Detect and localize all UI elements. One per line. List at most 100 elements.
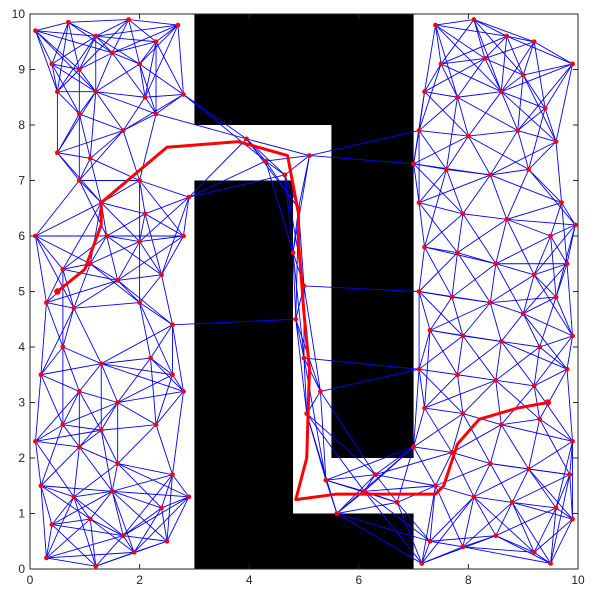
roadmap-edge: [473, 496, 497, 536]
roadmap-node: [572, 222, 578, 228]
roadmap-node: [460, 411, 466, 416]
roadmap-edge: [500, 424, 530, 470]
roadmap-node: [419, 561, 425, 566]
roadmap-node: [115, 278, 121, 283]
roadmap-edge: [35, 30, 53, 65]
roadmap-edge: [533, 335, 573, 387]
roadmap-node: [38, 372, 44, 378]
roadmap-node: [520, 311, 526, 317]
roadmap-edge: [112, 24, 179, 54]
roadmap-edge: [555, 296, 573, 337]
roadmap-edge: [566, 369, 573, 442]
roadmap-edge: [533, 41, 546, 109]
roadmap-edge: [419, 130, 469, 137]
roadmap-edge: [62, 424, 102, 431]
roadmap-edge: [533, 235, 552, 276]
roadmap-edge: [117, 463, 173, 476]
roadmap-edge: [150, 324, 173, 359]
roadmap-edge: [484, 58, 502, 92]
roadmap-node: [553, 505, 559, 511]
roadmap-edge: [533, 551, 551, 564]
roadmap-edge: [111, 490, 168, 542]
roadmap-node: [487, 300, 493, 305]
roadmap-edge: [506, 218, 551, 237]
roadmap-edge: [528, 169, 562, 204]
roadmap-edge: [435, 485, 464, 547]
roadmap-edge: [550, 224, 576, 237]
roadmap-edge: [419, 368, 458, 376]
roadmap-edge: [46, 302, 74, 309]
roadmap-edge: [534, 263, 568, 276]
roadmap-edge: [413, 369, 420, 447]
roadmap-edge: [490, 302, 524, 315]
roadmap-edge: [150, 357, 173, 376]
roadmap-edge: [473, 19, 486, 59]
roadmap-edge: [424, 63, 442, 92]
roadmap-edge: [51, 63, 97, 93]
roadmap-edge: [429, 540, 463, 548]
y-tick-label: 7: [18, 174, 25, 188]
roadmap-edge: [429, 302, 491, 331]
roadmap-edge: [40, 374, 64, 425]
roadmap-node: [537, 416, 543, 422]
roadmap-edge: [457, 97, 469, 137]
roadmap-edge: [501, 74, 524, 93]
roadmap-node: [170, 372, 175, 378]
obstacle-0: [194, 14, 414, 458]
roadmap-edge: [112, 52, 140, 65]
roadmap-node: [526, 167, 532, 172]
roadmap-edge: [139, 302, 152, 359]
roadmap-node: [515, 128, 521, 133]
roadmap-edge: [413, 413, 464, 448]
path-start-point: [54, 288, 61, 295]
roadmap-edge: [473, 496, 513, 503]
roadmap-edge: [150, 357, 184, 392]
roadmap-edge: [421, 541, 431, 564]
roadmap-edge: [122, 474, 173, 536]
roadmap-node: [422, 89, 427, 95]
roadmap-edge: [155, 41, 184, 95]
roadmap-node: [164, 538, 170, 544]
roadmap-edge: [35, 30, 97, 93]
roadmap-edge: [100, 402, 119, 431]
roadmap-edge: [117, 280, 140, 303]
roadmap-edge: [106, 235, 162, 276]
roadmap-node: [301, 355, 307, 361]
roadmap-edge: [522, 41, 535, 76]
roadmap-edge: [336, 446, 414, 514]
roadmap-edge: [62, 391, 80, 425]
roadmap-edge: [79, 446, 118, 464]
roadmap-node: [531, 383, 537, 389]
roadmap-node: [33, 28, 38, 34]
roadmap-node: [115, 461, 121, 466]
roadmap-edge: [35, 30, 58, 92]
tick-labels: 0 2 4 6 8 10 0 1 2 3 4 5 6 7 8 9 10: [12, 7, 585, 587]
roadmap-edge: [35, 424, 64, 442]
roadmap-edge: [35, 235, 64, 270]
roadmap-edge: [484, 57, 524, 76]
roadmap-edge: [117, 280, 173, 326]
roadmap-edge: [484, 35, 508, 59]
roadmap-node: [567, 472, 573, 478]
roadmap-edge: [57, 91, 80, 115]
roadmap-edge: [139, 41, 157, 65]
roadmap-node: [186, 194, 192, 200]
roadmap-edge: [90, 263, 140, 303]
roadmap-edge: [144, 24, 179, 98]
roadmap-edge: [101, 202, 146, 215]
roadmap-edge: [67, 22, 80, 70]
roadmap-edge: [413, 407, 425, 448]
roadmap-edge: [451, 424, 502, 453]
roadmap-edge: [325, 480, 338, 514]
roadmap-edge: [435, 24, 507, 37]
roadmap-edge: [451, 252, 458, 298]
roadmap-edge: [517, 130, 557, 143]
roadmap-node: [427, 327, 433, 333]
roadmap-edge: [51, 524, 97, 567]
roadmap-edge: [500, 91, 519, 131]
roadmap-edge: [424, 91, 458, 98]
roadmap-node: [244, 136, 249, 142]
roadmap-node: [170, 322, 175, 328]
roadmap-edge: [569, 474, 573, 520]
roadmap-edge: [539, 346, 568, 370]
